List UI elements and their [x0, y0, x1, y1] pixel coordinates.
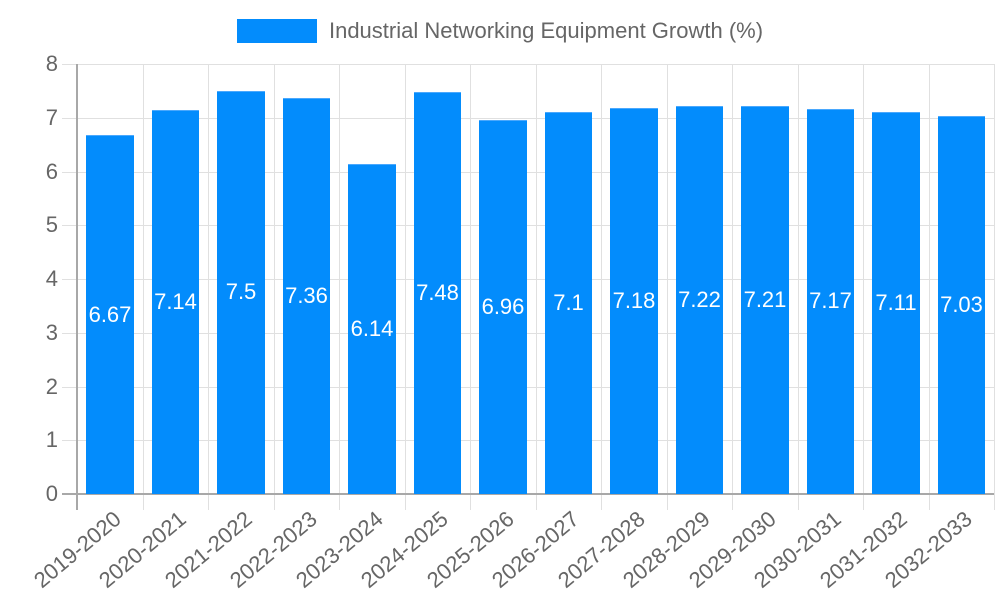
bar-2019-2020[interactable]	[86, 135, 134, 494]
bar-value-label: 7.03	[940, 292, 983, 318]
gridline-vertical	[797, 64, 799, 510]
bar-2029-2030[interactable]	[741, 106, 789, 494]
gridline-vertical	[601, 64, 602, 510]
bar-2023-2024[interactable]	[348, 163, 396, 494]
y-tick-label: 4	[45, 266, 58, 291]
gridline-vertical	[863, 64, 864, 510]
bar-value-label: 7.21	[743, 287, 787, 313]
bar-value-label: 7.1	[553, 290, 584, 316]
y-tick-label: 3	[45, 319, 58, 345]
bar-2022-2023[interactable]	[282, 98, 330, 494]
x-axis	[62, 493, 994, 495]
y-tick-label: 2	[45, 373, 58, 399]
bar-2021-2022[interactable]	[217, 90, 265, 494]
bar-value-label: 7.48	[416, 279, 459, 305]
gridline-vertical	[732, 64, 733, 510]
gridline-vertical	[404, 64, 406, 510]
gridline-horizontal	[62, 171, 994, 173]
bar-value-label: 6.67	[88, 301, 132, 327]
y-axis	[76, 64, 78, 510]
bar-2026-2027[interactable]	[544, 112, 592, 494]
legend-swatch[interactable]	[236, 19, 317, 43]
gridline-horizontal	[62, 386, 994, 388]
gridline-horizontal	[62, 279, 994, 280]
y-tick-label: 1	[45, 427, 58, 453]
gridline-horizontal	[62, 225, 994, 227]
bar-value-label: 7.17	[809, 288, 852, 314]
bar-value-label: 7.36	[285, 283, 328, 309]
gridline-vertical	[339, 64, 340, 510]
bar-2031-2032[interactable]	[872, 111, 920, 494]
gridline-vertical	[994, 64, 995, 510]
gridline-horizontal	[62, 440, 994, 442]
gridline-horizontal	[62, 64, 994, 65]
bar-2030-2031[interactable]	[806, 108, 854, 494]
gridline-vertical	[142, 64, 144, 510]
y-tick-label: 7	[45, 104, 58, 130]
y-tick-label: 5	[45, 212, 58, 238]
bar-2027-2028[interactable]	[610, 108, 658, 494]
y-tick-label: 6	[45, 158, 58, 184]
legend: Industrial Networking Equipment Growth (…	[0, 18, 1000, 44]
bar-value-label: 7.18	[612, 288, 656, 314]
gridline-vertical	[535, 64, 537, 510]
gridline-vertical	[470, 64, 471, 510]
bar-value-label: 6.14	[350, 315, 394, 341]
gridline-vertical	[208, 64, 209, 510]
legend-label: Industrial Networking Equipment Growth (…	[328, 18, 764, 43]
bar-2024-2025[interactable]	[413, 91, 461, 494]
bar-value-label: 6.96	[481, 293, 525, 319]
gridline-vertical	[928, 64, 930, 510]
bar-2025-2026[interactable]	[479, 119, 527, 494]
gridline-vertical	[273, 64, 275, 510]
bar-value-label: 7.22	[678, 286, 721, 312]
y-tick-label: 0	[45, 481, 58, 506]
bar-2028-2029[interactable]	[675, 105, 723, 494]
bar-value-label: 7.11	[875, 289, 917, 315]
bar-2032-2033[interactable]	[937, 116, 985, 494]
bar-value-label: 7.5	[225, 279, 257, 305]
gridline-horizontal	[62, 332, 994, 334]
gridline-vertical	[666, 64, 668, 510]
bar-2020-2021[interactable]	[151, 110, 199, 494]
y-tick-label: 8	[45, 51, 58, 76]
gridline-horizontal	[62, 117, 994, 119]
bar-value-label: 7.14	[154, 289, 197, 315]
